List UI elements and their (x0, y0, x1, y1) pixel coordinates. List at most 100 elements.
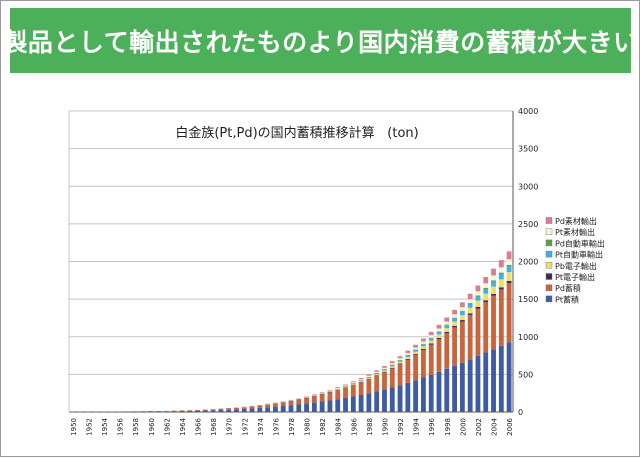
bar-segment (499, 267, 504, 272)
legend-label: Pd素材輸出 (555, 216, 597, 226)
legend-label: Pt自動車輸出 (555, 250, 603, 260)
bar-segment (335, 390, 340, 399)
bar-segment (156, 411, 161, 412)
bar-segment (437, 338, 442, 339)
bar-segment (312, 396, 317, 402)
bar-segment (257, 408, 262, 412)
x-tick-label: 1978 (288, 418, 296, 436)
bar-segment (195, 411, 200, 412)
bar-segment (437, 329, 442, 332)
bar-segment (335, 387, 340, 388)
bar-segment (507, 272, 512, 281)
bar-segment (444, 322, 449, 325)
bar-segment (468, 299, 473, 303)
bar-segment (437, 331, 442, 332)
bar-segment (429, 335, 434, 337)
bar-segment (499, 274, 504, 279)
bar-segment (398, 358, 403, 360)
bar-segment (390, 387, 395, 412)
y-tick-label: 1500 (518, 295, 538, 304)
bar-segment (437, 334, 442, 337)
bar-segment (421, 346, 426, 349)
bar-segment (281, 402, 286, 406)
bar-segment (328, 391, 333, 392)
bar-segment (172, 411, 177, 412)
bar-segment (257, 405, 262, 407)
bar-segment (390, 368, 395, 369)
legend-label: Pt電子輸出 (555, 272, 595, 282)
y-tick-label: 4000 (518, 107, 538, 116)
bar-segment (226, 410, 231, 412)
bar-segment (429, 345, 434, 375)
bar-segment (343, 388, 348, 398)
bar-segment (491, 275, 496, 280)
x-tick-label: 1958 (132, 418, 140, 436)
y-tick-label: 2000 (518, 258, 538, 267)
bar-segment (382, 366, 387, 368)
bar-segment (460, 312, 465, 315)
bar-segment (164, 411, 169, 412)
chart-unit: (ton) (387, 126, 418, 141)
bar-segment (483, 302, 488, 352)
bar-segment (437, 372, 442, 412)
bar-segment (359, 378, 364, 379)
bar-segment (359, 379, 364, 380)
bar-segment (429, 375, 434, 412)
bar-segment (507, 283, 512, 342)
bar-segment (180, 410, 185, 411)
x-tick-label: 1966 (195, 417, 203, 435)
bar-segment (398, 362, 403, 364)
bar-segment (405, 351, 410, 353)
bar-segment (437, 332, 442, 335)
y-tick-label: 3500 (518, 145, 538, 154)
bar-segment (483, 294, 488, 301)
bar-segment (468, 303, 473, 304)
bar-segment (483, 288, 488, 289)
x-tick-label: 1976 (272, 417, 280, 435)
bar-segment (421, 338, 426, 341)
bar-segment (374, 372, 379, 373)
x-tick-label: 2000 (459, 418, 467, 436)
bar-segment (211, 410, 216, 412)
bar-segment (320, 392, 325, 393)
bar-segment (499, 260, 504, 267)
bar-segment (468, 313, 473, 315)
bar-segment (468, 359, 473, 412)
bar-segment (421, 344, 426, 346)
bar-segment (398, 385, 403, 412)
bar-segment (499, 289, 504, 345)
bar-segment (366, 376, 371, 377)
bar-segment (444, 317, 449, 321)
legend-label: Pt蓄積 (555, 294, 579, 304)
x-tick-label: 1980 (304, 418, 312, 436)
bar-segment (320, 393, 325, 394)
x-tick-label: 1950 (70, 418, 78, 436)
x-tick-label: 2002 (475, 418, 483, 436)
bar-segment (328, 400, 333, 412)
legend-swatch (546, 262, 552, 268)
bar-segment (483, 353, 488, 412)
bar-segment (413, 345, 418, 348)
bar-segment (491, 349, 496, 412)
bar-segment (507, 259, 512, 265)
bar-segment (390, 366, 395, 368)
bar-segment (460, 320, 465, 321)
bar-segment (491, 280, 496, 281)
bar-segment (460, 321, 465, 362)
bar-segment (499, 346, 504, 412)
bar-segment (507, 265, 512, 267)
bar-segment (187, 411, 192, 412)
bar-segment (234, 409, 239, 412)
x-tick-label: 1982 (319, 418, 327, 436)
bar-segment (398, 360, 403, 361)
x-tick-label: 1964 (179, 417, 187, 435)
bar-segment (351, 382, 356, 383)
bar-segment (359, 395, 364, 412)
bar-segment (429, 341, 434, 344)
bar-segment (507, 251, 512, 259)
bar-segment (413, 352, 418, 354)
bar-segment (444, 369, 449, 412)
bar-segment (273, 407, 278, 412)
